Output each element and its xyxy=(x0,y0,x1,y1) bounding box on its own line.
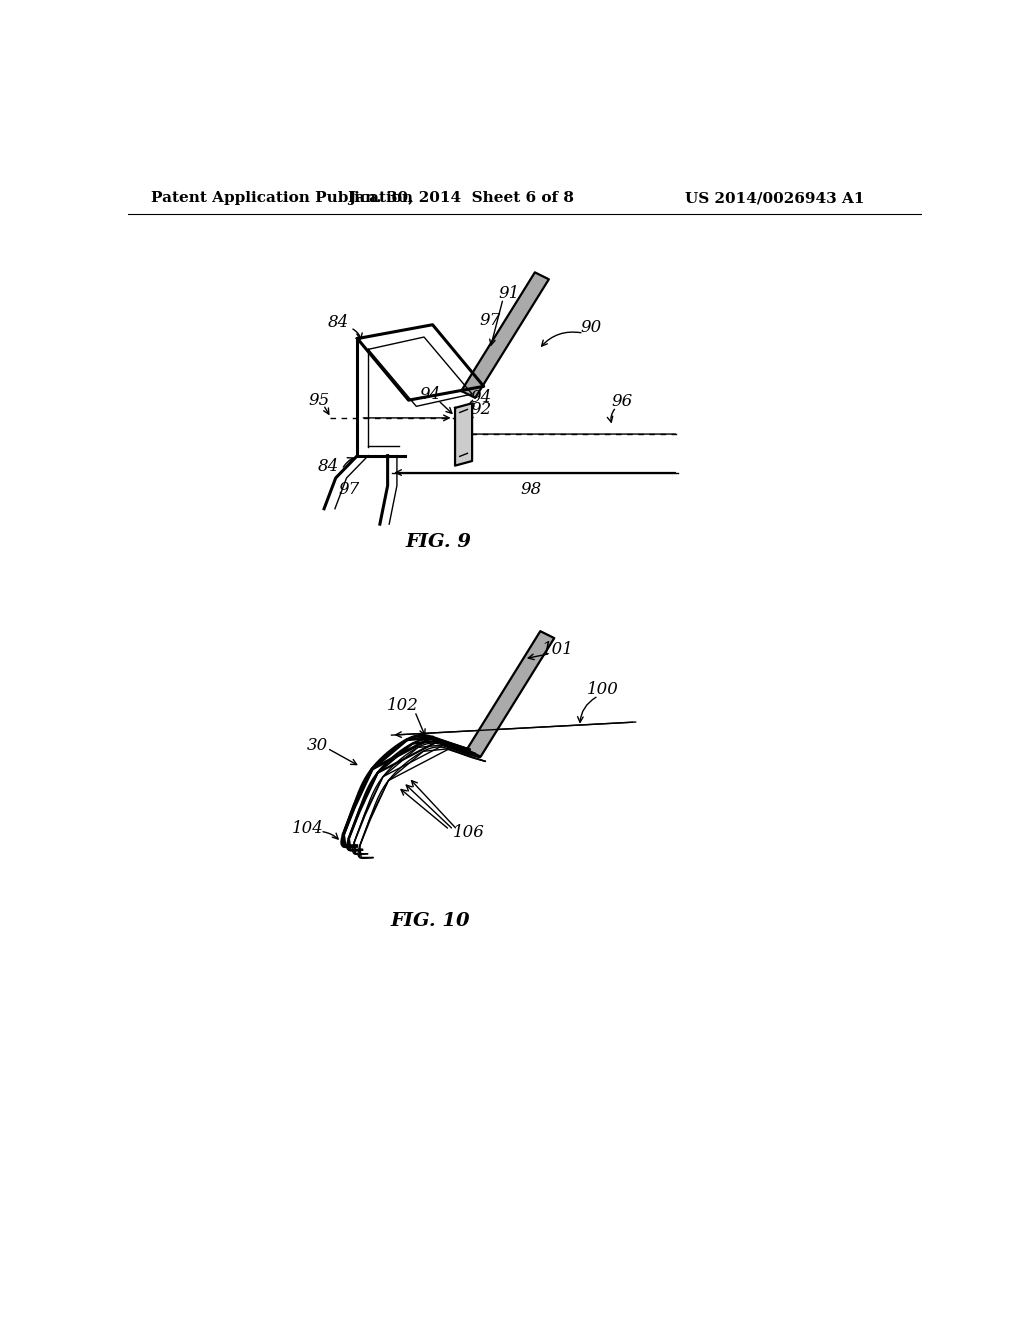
Text: Patent Application Publication: Patent Application Publication xyxy=(152,191,414,206)
Text: 91: 91 xyxy=(499,285,520,302)
Text: 94: 94 xyxy=(420,387,441,404)
Polygon shape xyxy=(455,404,472,466)
Text: 102: 102 xyxy=(387,697,419,714)
Text: 98: 98 xyxy=(520,480,542,498)
Text: FIG. 10: FIG. 10 xyxy=(390,912,470,929)
Text: 84: 84 xyxy=(328,314,349,331)
Text: Jan. 30, 2014  Sheet 6 of 8: Jan. 30, 2014 Sheet 6 of 8 xyxy=(348,191,574,206)
Text: US 2014/0026943 A1: US 2014/0026943 A1 xyxy=(685,191,864,206)
Text: 96: 96 xyxy=(611,393,633,411)
Text: 95: 95 xyxy=(309,392,330,409)
Text: 94: 94 xyxy=(470,388,492,405)
Text: 92: 92 xyxy=(470,401,492,418)
Text: FIG. 9: FIG. 9 xyxy=(406,533,471,550)
Text: 90: 90 xyxy=(581,319,602,337)
Polygon shape xyxy=(357,325,483,400)
Text: 97: 97 xyxy=(338,480,359,498)
Polygon shape xyxy=(461,272,549,397)
Polygon shape xyxy=(357,400,409,455)
Text: 100: 100 xyxy=(587,681,618,698)
Text: 84: 84 xyxy=(317,458,339,475)
Text: 101: 101 xyxy=(542,642,574,659)
Text: 30: 30 xyxy=(307,737,329,754)
Text: 104: 104 xyxy=(292,820,324,837)
Polygon shape xyxy=(467,631,554,756)
Text: 106: 106 xyxy=(453,824,485,841)
Text: 97: 97 xyxy=(479,312,501,329)
